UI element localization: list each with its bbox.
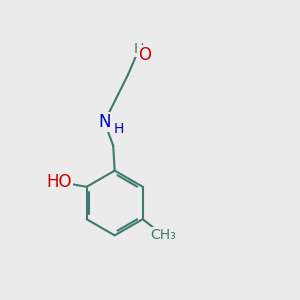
Text: HO: HO (46, 173, 72, 191)
Text: H: H (134, 42, 144, 56)
Text: CH₃: CH₃ (151, 228, 176, 242)
Text: N: N (98, 113, 111, 131)
Text: H: H (113, 122, 124, 136)
Text: O: O (139, 46, 152, 64)
